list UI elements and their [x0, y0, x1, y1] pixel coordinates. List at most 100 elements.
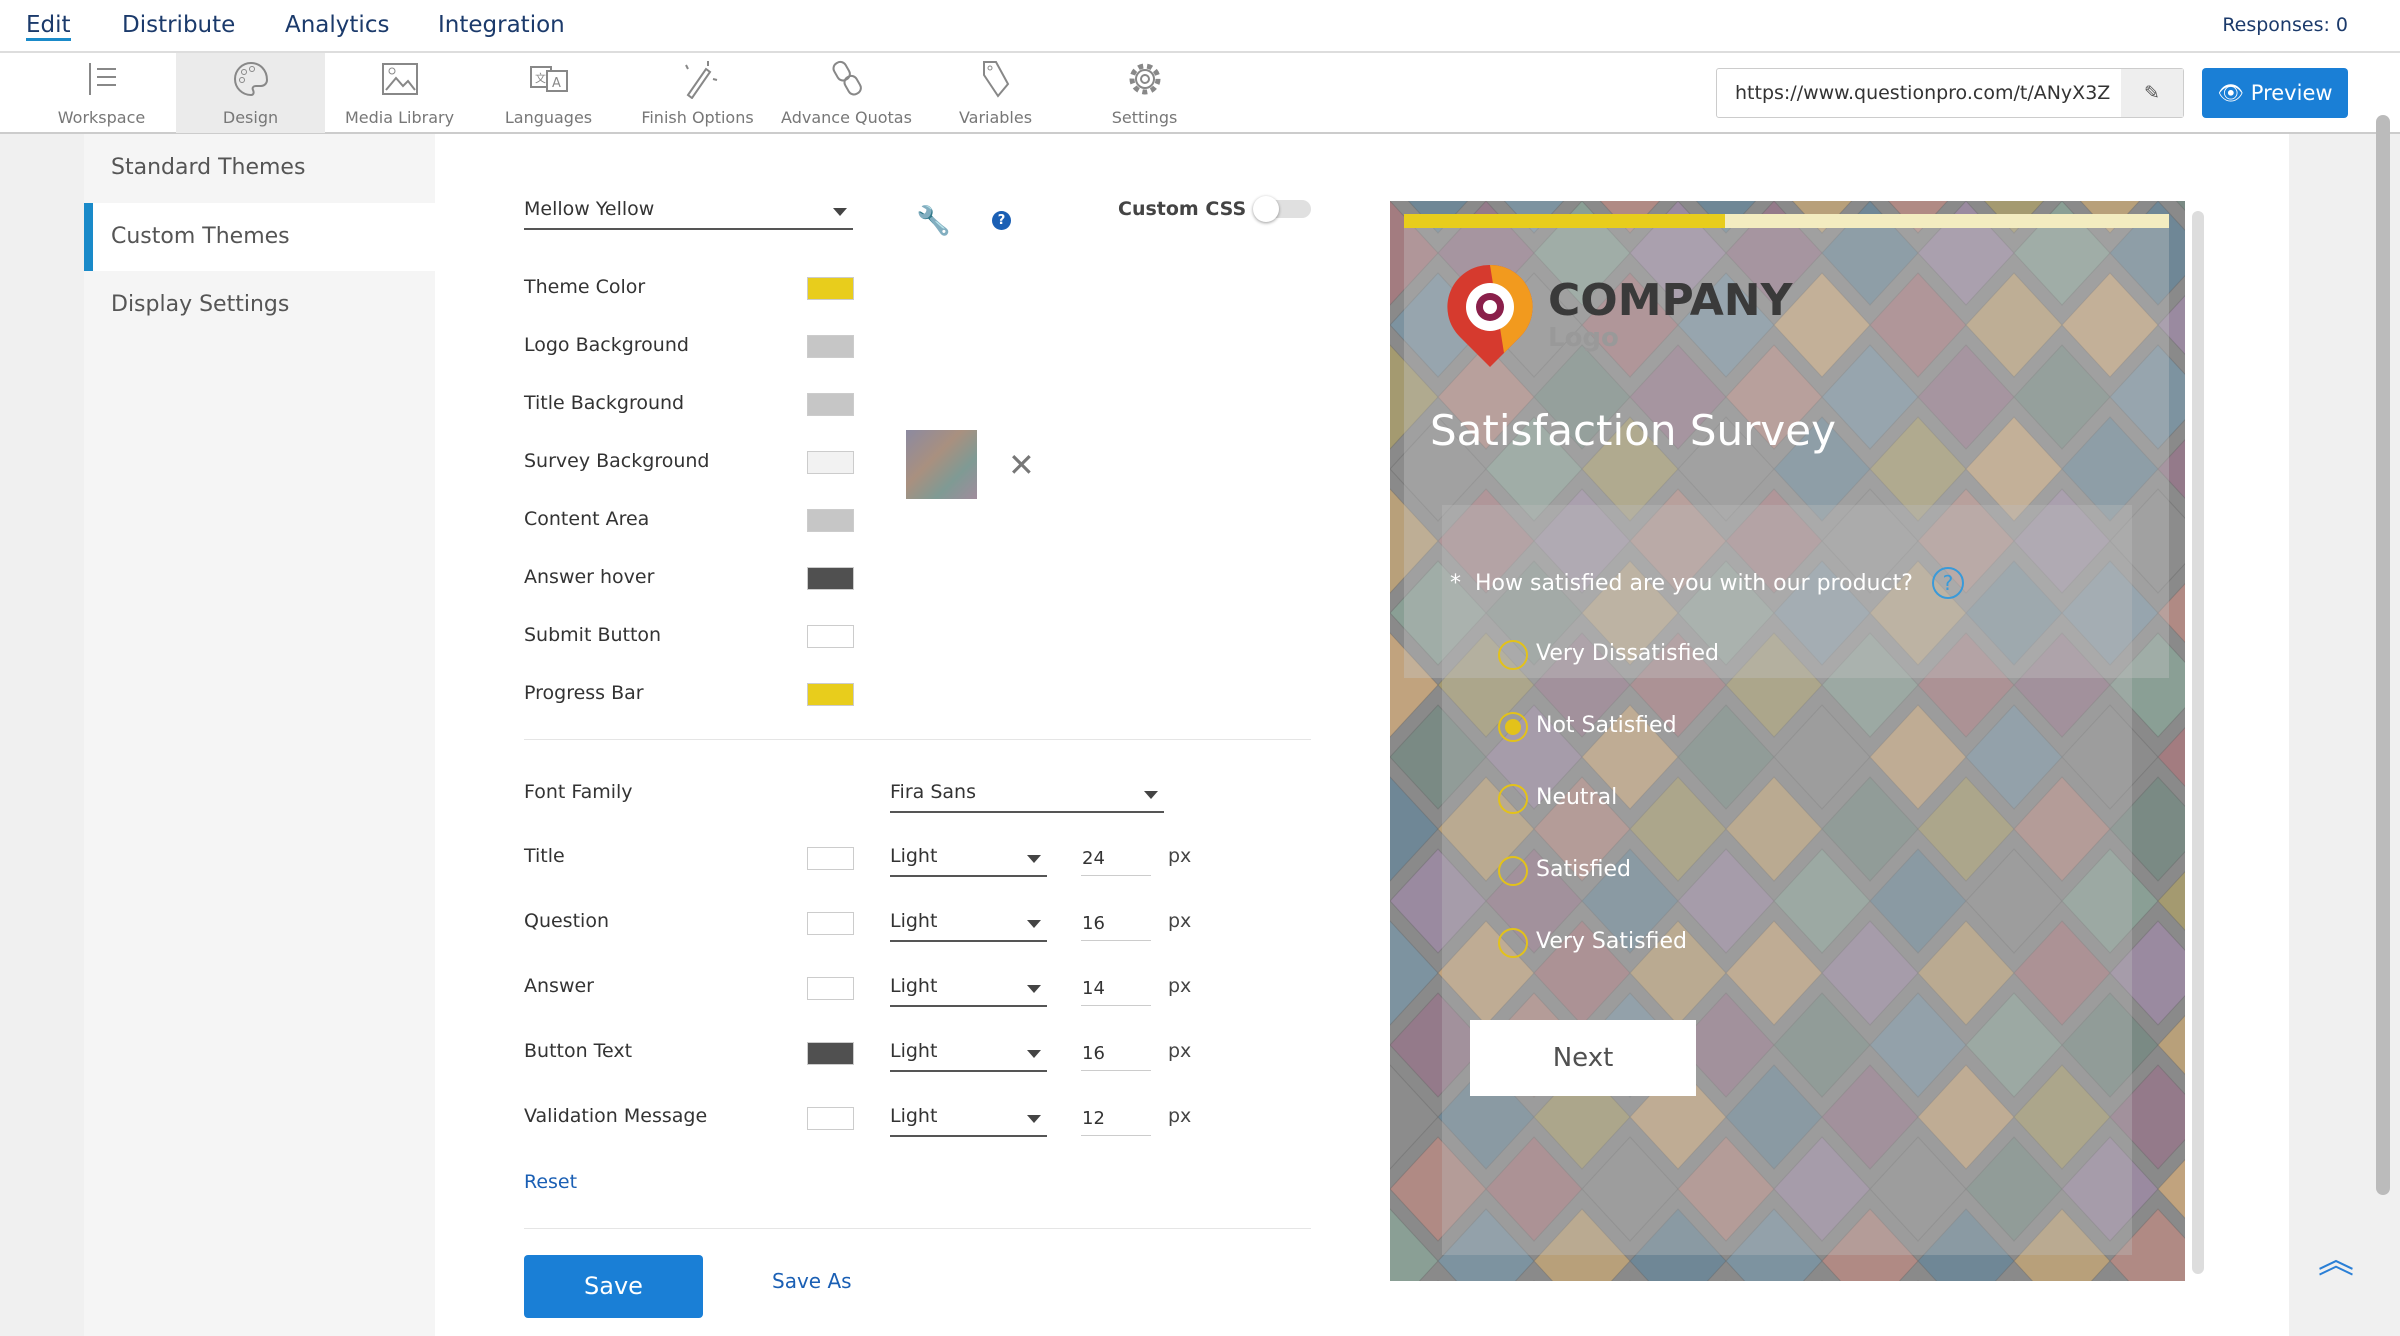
scale-tile [1629, 488, 1727, 594]
scale-tile [1437, 344, 1535, 450]
tool-advance-quotas[interactable]: Advance Quotas [772, 53, 921, 133]
radio-button[interactable] [1498, 856, 1528, 886]
image-icon [381, 63, 418, 95]
color-swatch[interactable] [807, 277, 854, 300]
color-swatch[interactable] [807, 683, 854, 706]
font-color-swatch[interactable] [807, 912, 854, 935]
scale-tile [2013, 344, 2111, 450]
answer-option[interactable]: Very Satisfied [1498, 928, 1687, 958]
font-size-input[interactable]: 16 [1081, 913, 1151, 941]
custom-css-toggle[interactable] [1253, 196, 1311, 222]
tool-workspace[interactable]: Workspace [27, 53, 176, 133]
survey-url-field[interactable]: https://www.questionpro.com/t/ANyX3Z ✎ [1716, 68, 2184, 118]
scale-tile [1629, 776, 1727, 882]
font-color-swatch[interactable] [807, 977, 854, 1000]
scale-tile [2013, 1208, 2111, 1281]
scale-tile [1629, 344, 1727, 450]
sidebar-item-standard-themes[interactable]: Standard Themes [111, 155, 306, 180]
tab-edit[interactable]: Edit [26, 12, 71, 41]
sidebar-item-custom-themes[interactable]: Custom Themes [84, 203, 435, 271]
scale-tile [1677, 848, 1775, 954]
scale-tile [1965, 704, 2063, 810]
scale-tile [1437, 488, 1535, 594]
color-swatch[interactable] [807, 393, 854, 416]
font-color-swatch[interactable] [807, 1107, 854, 1130]
reset-link[interactable]: Reset [524, 1171, 578, 1193]
answer-option[interactable]: Neutral [1498, 784, 1617, 814]
radio-button[interactable] [1498, 712, 1528, 742]
svg-text:文: 文 [535, 71, 546, 85]
theme-select[interactable]: Mellow Yellow [524, 198, 853, 230]
scale-tile [1869, 416, 1967, 522]
magic-wand-icon [684, 61, 717, 100]
radio-button[interactable] [1498, 640, 1528, 670]
font-setting-label: Title [524, 845, 565, 867]
toolbar: Workspace Design Media Library A 文 Languag… [0, 53, 2400, 134]
font-color-swatch[interactable] [807, 1042, 854, 1065]
color-swatch[interactable] [807, 625, 854, 648]
tool-label: Settings [1111, 108, 1178, 127]
tool-media-library[interactable]: Media Library [325, 53, 474, 133]
save-button[interactable]: Save [524, 1255, 703, 1318]
font-weight-select[interactable]: Light [890, 1040, 1047, 1072]
help-icon[interactable]: ? [1931, 567, 1964, 599]
color-swatch[interactable] [807, 567, 854, 590]
save-as-link[interactable]: Save As [772, 1269, 852, 1293]
scale-tile [1965, 848, 2063, 954]
color-swatch[interactable] [807, 509, 854, 532]
top-nav: Edit Distribute Analytics Integration Re… [0, 0, 2400, 53]
answer-option[interactable]: Not Satisfied [1498, 712, 1677, 742]
tab-analytics[interactable]: Analytics [285, 12, 390, 38]
remove-image-icon[interactable]: ✕ [1008, 446, 1035, 484]
scale-tile [1390, 560, 1487, 666]
radio-button[interactable] [1498, 928, 1528, 958]
caret-down-icon [1027, 985, 1041, 993]
scale-tile [2109, 1208, 2185, 1281]
scroll-to-top-icon[interactable]: ︽ [2318, 1240, 2355, 1281]
color-label: Title Background [524, 392, 685, 414]
scale-tile [1917, 776, 2015, 882]
color-label: Logo Background [524, 334, 689, 356]
help-icon[interactable]: ? [992, 211, 1011, 230]
font-size-input[interactable]: 24 [1081, 848, 1151, 876]
tab-integration[interactable]: Integration [438, 12, 565, 38]
preview-button[interactable]: 👁 Preview [2202, 68, 2348, 118]
eye-icon: 👁 [2217, 81, 2251, 105]
wrench-icon[interactable]: 🔧 [916, 204, 951, 237]
answer-option[interactable]: Satisfied [1498, 856, 1631, 886]
font-weight-select[interactable]: Light [890, 845, 1047, 877]
font-weight-select[interactable]: Light [890, 1105, 1047, 1137]
scale-tile [1677, 272, 1775, 378]
tool-variables[interactable]: Variables [921, 53, 1070, 133]
pencil-icon[interactable]: ✎ [2121, 69, 2183, 117]
tool-finish-options[interactable]: Finish Options [623, 53, 772, 133]
font-size-input[interactable]: 12 [1081, 1108, 1151, 1136]
color-swatch[interactable] [807, 335, 854, 358]
preview-scrollbar[interactable] [2192, 211, 2204, 1274]
font-weight-select[interactable]: Light [890, 975, 1047, 1007]
next-button[interactable]: Next [1470, 1020, 1696, 1096]
sidebar-item-display-settings[interactable]: Display Settings [111, 292, 290, 317]
color-swatch[interactable] [807, 451, 854, 474]
scale-tile [1581, 560, 1679, 666]
tool-settings[interactable]: Settings [1070, 53, 1219, 133]
font-weight-select[interactable]: Light [890, 910, 1047, 942]
font-size-input[interactable]: 14 [1081, 978, 1151, 1006]
font-size-input[interactable]: 16 [1081, 1043, 1151, 1071]
scale-tile [2061, 560, 2159, 666]
answer-option[interactable]: Very Dissatisfied [1498, 640, 1719, 670]
tool-label: Design [222, 108, 279, 127]
scale-tile [1390, 416, 1487, 522]
company-logo-icon [1447, 264, 1533, 367]
scale-tile [1725, 488, 1823, 594]
scale-tile [2061, 992, 2159, 1098]
background-image-thumbnail[interactable] [906, 430, 977, 499]
font-weight-value: Light [890, 975, 938, 997]
tool-languages[interactable]: A 文 Languages [474, 53, 623, 133]
radio-button[interactable] [1498, 784, 1528, 814]
font-family-select[interactable]: Fira Sans [890, 781, 1164, 813]
page-scrollbar[interactable] [2376, 115, 2390, 1195]
font-color-swatch[interactable] [807, 847, 854, 870]
tab-distribute[interactable]: Distribute [122, 12, 236, 38]
tool-design[interactable]: Design [176, 53, 325, 133]
